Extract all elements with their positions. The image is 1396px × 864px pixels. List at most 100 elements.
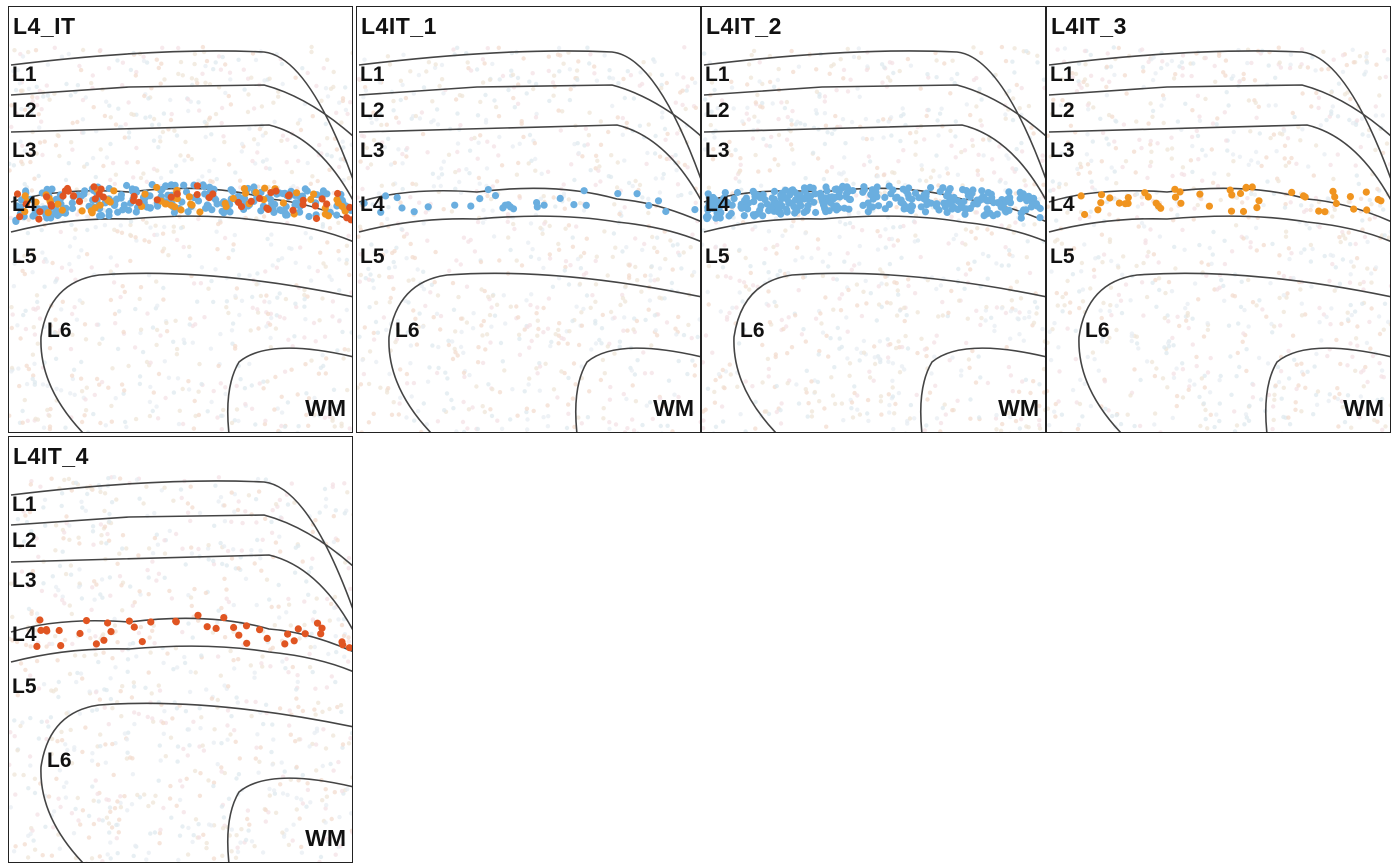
- cell-dot: [1176, 188, 1184, 196]
- cell-dot: [1157, 204, 1165, 212]
- cell-dot: [733, 188, 742, 197]
- cell-dot: [37, 626, 45, 634]
- cell-dot: [1121, 200, 1129, 208]
- cell-dot: [110, 187, 118, 195]
- cell-dot: [491, 192, 500, 200]
- cell-dot: [1021, 194, 1029, 202]
- cell-dot: [556, 194, 564, 202]
- cell-dot: [230, 623, 238, 632]
- cell-dot: [783, 208, 791, 216]
- cell-dot: [312, 214, 321, 223]
- cell-dot: [707, 202, 715, 210]
- cell-dot: [284, 630, 292, 638]
- cell-dot: [43, 627, 51, 635]
- cell-dot: [334, 189, 342, 198]
- cell-dot: [36, 208, 44, 216]
- cell-dot: [724, 198, 732, 207]
- layer-boundary: [10, 514, 352, 567]
- cell-dot: [800, 208, 808, 216]
- cell-dot: [339, 641, 347, 649]
- cell-dot: [285, 191, 293, 199]
- cell-dot: [424, 203, 432, 211]
- layer-boundary: [10, 50, 352, 179]
- layer-label-l5: L5: [1050, 245, 1075, 268]
- cell-dot: [321, 210, 329, 218]
- cell-dot: [212, 196, 220, 204]
- cell-dot: [836, 193, 844, 201]
- cell-dot: [1017, 209, 1025, 217]
- cell-dot: [1036, 214, 1044, 222]
- cell-dot: [961, 210, 969, 218]
- cell-dot: [484, 186, 492, 194]
- cell-dot: [247, 197, 255, 205]
- layer-label-l1: L1: [705, 63, 730, 86]
- cell-dot: [81, 187, 89, 195]
- cell-dot: [843, 183, 851, 191]
- cell-dot: [960, 197, 968, 206]
- layer-boundary: [40, 272, 352, 432]
- cell-dot: [717, 209, 725, 217]
- cell-dot: [54, 200, 62, 208]
- cell-dot: [917, 203, 925, 211]
- cell-dot: [691, 206, 699, 214]
- layer-boundary: [388, 272, 700, 432]
- cell-dot: [721, 189, 729, 197]
- layer-label-l6: L6: [1085, 319, 1110, 342]
- cell-dot: [105, 212, 113, 220]
- panel-title: L4IT_1: [361, 13, 437, 39]
- layer-label-l3: L3: [12, 569, 37, 592]
- layer-label-l6: L6: [740, 319, 765, 342]
- cell-dot: [1115, 199, 1123, 207]
- cell-dot: [153, 196, 161, 204]
- cell-dot: [167, 201, 175, 209]
- layer-boundary: [1048, 84, 1390, 137]
- cell-dot: [885, 200, 893, 208]
- cell-dot: [377, 208, 385, 216]
- cell-dot: [263, 634, 271, 642]
- cell-dot: [908, 195, 916, 203]
- layer-label-l6: L6: [395, 319, 420, 342]
- cell-dot: [393, 194, 401, 202]
- cell-dot: [1253, 204, 1261, 212]
- cell-dot: [946, 185, 954, 193]
- cell-dot: [57, 642, 65, 650]
- layer-boundary: [226, 347, 352, 432]
- cell-dot: [1239, 207, 1248, 216]
- cell-dot: [123, 181, 131, 190]
- cell-dot: [703, 215, 711, 223]
- cell-dot: [104, 619, 112, 627]
- cell-dot: [822, 208, 830, 216]
- cell-dot: [382, 192, 390, 200]
- panel-l4it-4: L4IT_4 L1 L2 L3 L4 L5 L6 WM: [8, 436, 353, 863]
- cell-dot: [167, 193, 175, 201]
- cell-dot: [317, 630, 325, 638]
- cell-dot: [250, 183, 258, 191]
- cell-dot: [22, 200, 30, 208]
- cell-dot: [1005, 196, 1013, 204]
- cell-dot: [570, 201, 578, 209]
- cell-dot: [923, 201, 931, 209]
- layer-boundary: [1048, 215, 1390, 243]
- cell-dot: [806, 183, 814, 191]
- cell-dot: [1124, 194, 1132, 202]
- cell-dot: [645, 201, 653, 210]
- cell-dot: [795, 198, 804, 206]
- cell-dot: [242, 189, 250, 197]
- cell-dot: [1363, 206, 1371, 214]
- cell-dot: [289, 206, 297, 214]
- cell-dot: [243, 639, 251, 647]
- cell-dot: [1377, 197, 1385, 205]
- cell-dot: [220, 614, 228, 622]
- cell-dot: [305, 212, 313, 221]
- cell-dot: [1144, 193, 1152, 201]
- cell-dot: [1332, 199, 1340, 208]
- cell-dot: [173, 190, 181, 198]
- cell-dot: [82, 617, 91, 625]
- cell-dot: [203, 201, 211, 209]
- cell-dot: [282, 211, 290, 219]
- cell-dot: [1177, 199, 1185, 207]
- layer-label-l3: L3: [12, 139, 37, 162]
- cell-dot: [822, 183, 830, 191]
- cell-dot: [119, 206, 127, 214]
- tissue-map: [9, 474, 352, 862]
